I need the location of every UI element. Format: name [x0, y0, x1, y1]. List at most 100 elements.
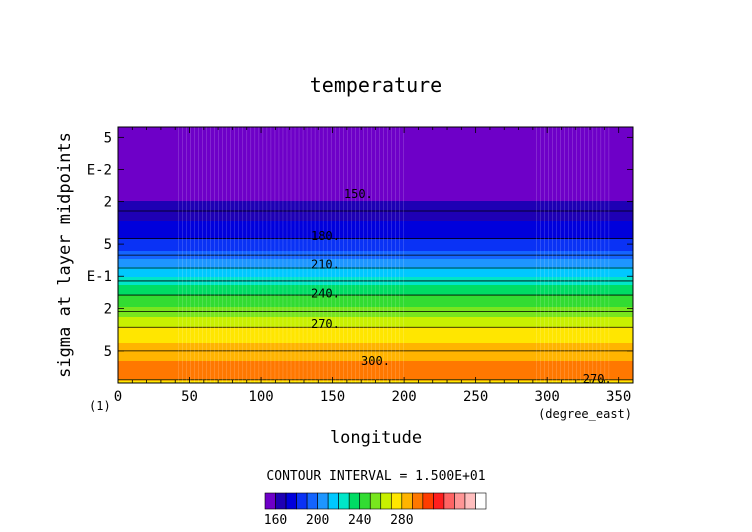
temperature-band [118, 207, 633, 210]
temperature-band [118, 143, 633, 146]
plot-area [118, 127, 633, 383]
temperature-band [118, 333, 633, 336]
temperature-band [118, 135, 633, 138]
temperature-band [118, 365, 633, 368]
temperature-band [118, 131, 633, 134]
y-tick-label: 5 [104, 237, 112, 253]
temperature-band [118, 175, 633, 178]
temperature-band [118, 355, 633, 358]
temperature-band [118, 373, 633, 376]
temperature-band [118, 193, 633, 196]
temperature-band [118, 191, 633, 194]
temperature-band [118, 347, 633, 350]
temperature-band [118, 165, 633, 168]
temperature-band [118, 353, 633, 356]
colorbar-swatch [348, 492, 361, 510]
temperature-band [118, 297, 633, 300]
temperature-band [118, 197, 633, 200]
colorbar-swatch [390, 492, 403, 510]
temperature-band [118, 195, 633, 198]
temperature-band [118, 367, 633, 370]
temperature-band [118, 129, 633, 132]
y-axis-label: sigma at layer midpoints [55, 132, 75, 378]
y-tick-label: 5 [104, 344, 112, 360]
y-tick-label: 2 [104, 301, 112, 317]
temperature-band [118, 253, 633, 256]
temperature-band [118, 263, 633, 266]
y-tick-label: 2 [104, 195, 112, 211]
temperature-band [118, 153, 633, 156]
temperature-band [118, 281, 633, 284]
temperature-band [118, 173, 633, 176]
temperature-band [118, 321, 633, 324]
temperature-band [118, 319, 633, 322]
temperature-band [118, 159, 633, 162]
contour-label: 300. [361, 354, 390, 368]
temperature-band [118, 241, 633, 244]
colorbar: 160 200 240 280 [264, 492, 487, 528]
temperature-bands [118, 127, 633, 383]
temperature-band [118, 209, 633, 212]
temperature-band [118, 337, 633, 340]
temperature-band [118, 265, 633, 268]
temperature-band [118, 299, 633, 302]
y-axis: 5 E-2 2 5 E-1 2 5 [87, 130, 633, 360]
colorbar-swatch [306, 492, 318, 510]
temperature-band [118, 133, 633, 136]
temperature-band [118, 185, 633, 188]
colorbar-swatch [264, 492, 276, 510]
temperature-band [118, 251, 633, 254]
temperature-band [118, 255, 633, 258]
temperature-band [118, 341, 633, 344]
temperature-band [118, 359, 633, 362]
x-tick-label: 200 [391, 389, 416, 405]
temperature-band [118, 239, 633, 242]
temperature-band [118, 147, 633, 150]
temperature-band [118, 161, 633, 164]
temperature-band [118, 375, 633, 378]
temperature-band [118, 171, 633, 174]
temperature-band [118, 357, 633, 360]
temperature-band [118, 303, 633, 306]
temperature-band [118, 235, 633, 238]
x-tick-label: 350 [606, 389, 631, 405]
temperature-band [118, 151, 633, 154]
temperature-band [118, 317, 633, 320]
colorbar-swatch [412, 492, 424, 510]
temperature-band [118, 205, 633, 208]
temperature-band [118, 307, 633, 310]
temperature-band [118, 223, 633, 226]
temperature-band [118, 179, 633, 182]
temperature-band [118, 247, 633, 250]
colorbar-swatch [454, 492, 466, 510]
temperature-band [118, 141, 633, 144]
colorbar-tick-label: 280 [390, 513, 413, 528]
temperature-band [118, 283, 633, 286]
temperature-band [118, 233, 633, 236]
temperature-band [118, 183, 633, 186]
temperature-band [118, 249, 633, 252]
temperature-band [118, 277, 633, 280]
temperature-band [118, 177, 633, 180]
temperature-band [118, 285, 633, 288]
temperature-band [118, 213, 633, 216]
colorbar-swatch [275, 492, 287, 510]
temperature-band [118, 227, 633, 230]
temperature-band [118, 295, 633, 298]
temperature-band [118, 261, 633, 264]
temperature-band [118, 201, 633, 204]
temperature-band [118, 301, 633, 304]
temperature-band [118, 225, 633, 228]
temperature-band [118, 377, 633, 380]
x-axis: 0 50 100 150 200 250 300 350 [114, 127, 634, 405]
temperature-band [118, 271, 633, 274]
y-corner-label: (1) [89, 399, 111, 413]
colorbar-swatch [380, 492, 392, 510]
temperature-band [118, 273, 633, 276]
temperature-band [118, 145, 633, 148]
temperature-band [118, 229, 633, 232]
y-tick-label: 5 [104, 130, 112, 146]
x-tick-label: 250 [463, 389, 488, 405]
temperature-band [118, 323, 633, 326]
